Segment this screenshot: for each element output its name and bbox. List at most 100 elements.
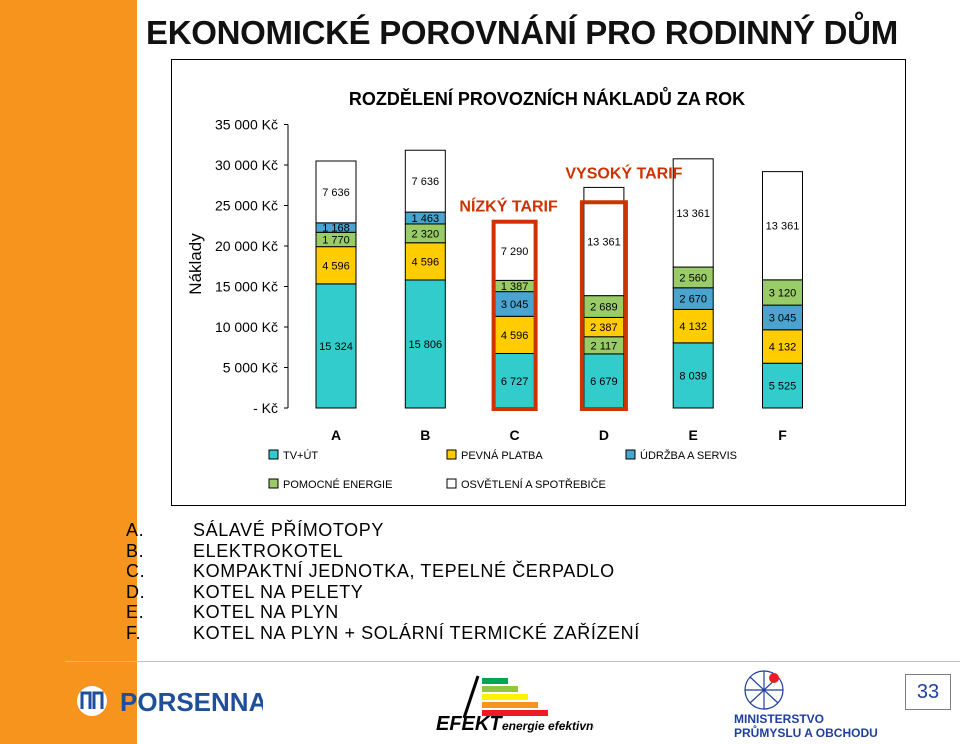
key-item: F. KOTEL NA PLYN + SOLÁRNÍ TERMICKÉ ZAŘÍZ… xyxy=(126,623,640,644)
key-item: B. ELEKTROKOTEL xyxy=(126,541,640,562)
bar-segment xyxy=(494,353,536,409)
legend-swatch xyxy=(268,478,279,489)
key-item: A. SÁLAVÉ PŘÍMOTOPY xyxy=(126,520,640,541)
data-label: 4 596 xyxy=(412,256,440,268)
bar-segment xyxy=(583,186,625,297)
data-label: 6 679 xyxy=(590,376,618,388)
efekt-logo: EFEKT energie efektivně xyxy=(436,675,594,735)
mpo-logo: MINISTERSTVO PRŮMYSLU A OBCHODU xyxy=(734,670,878,740)
data-label: 13 361 xyxy=(676,208,710,220)
mpo-line-1: MINISTERSTVO xyxy=(734,712,824,726)
legend-swatch xyxy=(446,478,457,489)
bar-segment xyxy=(672,342,714,409)
data-label: 2 689 xyxy=(590,302,618,314)
legend-label: POMOCNÉ ENERGIE xyxy=(283,478,392,491)
x-tick-label: A xyxy=(331,427,341,443)
plot-area: - Kč 5 000 Kč 10 000 Kč 15 000 Kč 20 000 Kč 2… xyxy=(215,117,803,491)
key-letter: C. xyxy=(126,561,146,581)
data-label: 3 045 xyxy=(501,299,529,311)
bar-segment xyxy=(762,304,803,331)
efekt-tagline: energie efektivně xyxy=(502,719,594,733)
y-tick-label: - Kč xyxy=(253,400,278,416)
data-label: 4 596 xyxy=(501,330,529,342)
low-tariff-annotation: NÍZKÝ TARIF xyxy=(459,197,558,216)
x-tick-label: D xyxy=(599,427,609,443)
data-label: 1 387 xyxy=(501,281,529,293)
porsenna-logo: PORSENNA xyxy=(70,679,263,723)
data-label: 1 463 xyxy=(412,213,440,225)
data-label: 6 727 xyxy=(501,376,529,388)
energy-label-icon xyxy=(482,678,548,716)
mpo-line-2: PRŮMYSLU A OBCHODU xyxy=(734,724,878,740)
low-tariff-highlight xyxy=(491,219,538,411)
bar-segment xyxy=(494,315,536,355)
data-label: 2 117 xyxy=(591,340,618,352)
data-label: 13 361 xyxy=(766,221,800,233)
data-label: 15 324 xyxy=(319,341,353,353)
legend-label: OSVĚTLENÍ A SPOTŘEBIČE xyxy=(461,478,606,491)
y-tick-label: 30 000 Kč xyxy=(215,157,278,173)
key-item: C. KOMPAKTNÍ JEDNOTKA, TEPELNÉ ČERPADLO xyxy=(126,561,640,582)
bar-segment xyxy=(762,329,803,364)
data-label: 7 290 xyxy=(501,246,529,258)
data-label: 1 168 xyxy=(322,223,350,235)
x-tick-label: B xyxy=(420,427,430,443)
key-text: KOTEL NA PELETY xyxy=(193,581,364,602)
data-label: 4 132 xyxy=(679,321,707,333)
porsenna-wordmark: PORSENNA xyxy=(120,687,263,717)
legend-label: TV+ÚT xyxy=(283,449,318,462)
y-axis-title: Náklady xyxy=(186,233,205,295)
bar-segment xyxy=(672,308,714,344)
key-letter: E. xyxy=(126,602,145,622)
legend-swatch xyxy=(446,449,457,460)
bar-segment xyxy=(762,171,803,281)
legend-swatch xyxy=(625,449,636,460)
y-tick-label: 35 000 Kč xyxy=(215,117,278,133)
data-label: 2 320 xyxy=(412,228,440,240)
key-text: KOMPAKTNÍ JEDNOTKA, TEPELNÉ ČERPADLO xyxy=(193,561,615,581)
bar-segment xyxy=(583,353,625,409)
key-text: SÁLAVÉ PŘÍMOTOPY xyxy=(193,520,384,540)
heating-system-key: A. SÁLAVÉ PŘÍMOTOPY B. ELEKTROKOTEL C. KOMPAK… xyxy=(126,520,640,643)
chart-title: ROZDĚLENÍ PROVOZNÍCH NÁKLADŮ ZA ROK xyxy=(349,87,745,109)
efekt-wordmark: EFEKT xyxy=(436,713,503,735)
y-tick-label: 10 000 Kč xyxy=(215,319,278,335)
data-label: 2 560 xyxy=(679,272,707,284)
cost-breakdown-chart: ROZDĚLENÍ PROVOZNÍCH NÁKLADŮ ZA ROK Nákl… xyxy=(171,59,906,506)
bar-segment xyxy=(762,362,803,409)
legend-label: PEVNÁ PLATBA xyxy=(461,449,543,462)
key-text: KOTEL NA PLYN xyxy=(193,602,339,622)
page-number: 33 xyxy=(905,674,951,710)
high-tariff-highlight xyxy=(579,200,628,411)
y-tick-label: 15 000 Kč xyxy=(215,279,278,295)
key-letter: B. xyxy=(126,540,145,561)
key-text: KOTEL NA PLYN + SOLÁRNÍ TERMICKÉ ZAŘÍZEN… xyxy=(193,622,640,643)
x-tick-label: C xyxy=(510,427,520,443)
mpo-globe-icon xyxy=(744,670,784,710)
data-label: 5 525 xyxy=(769,381,797,393)
key-item: D. KOTEL NA PELETY xyxy=(126,582,640,603)
x-tick-label: F xyxy=(778,427,787,443)
bar-segment xyxy=(762,279,803,306)
footer-divider xyxy=(65,661,960,662)
data-label: 7 636 xyxy=(322,187,350,199)
data-label: 7 636 xyxy=(412,176,440,188)
slide-title: EKONOMICKÉ POROVNÁNÍ PRO RODINNÝ DŮM xyxy=(146,14,898,51)
high-tariff-annotation: VYSOKÝ TARIF xyxy=(565,164,682,183)
legend-label: ÚDRŽBA A SERVIS xyxy=(640,449,737,462)
key-letter: F. xyxy=(126,622,142,643)
data-label: 13 361 xyxy=(587,237,621,249)
legend-swatch xyxy=(268,449,279,460)
bar-segment xyxy=(315,160,357,224)
bar-segment xyxy=(404,149,446,213)
bar-segment xyxy=(672,158,714,268)
data-label: 4 596 xyxy=(322,260,350,272)
data-label: 4 132 xyxy=(769,342,797,354)
data-label: 1 770 xyxy=(322,234,350,246)
y-tick-label: 20 000 Kč xyxy=(215,238,278,254)
y-tick-label: 25 000 Kč xyxy=(215,198,278,214)
data-label: 2 670 xyxy=(679,294,707,306)
key-text: ELEKTROKOTEL xyxy=(193,540,344,561)
data-label: 3 045 xyxy=(769,312,797,324)
bar-segment xyxy=(404,242,446,281)
